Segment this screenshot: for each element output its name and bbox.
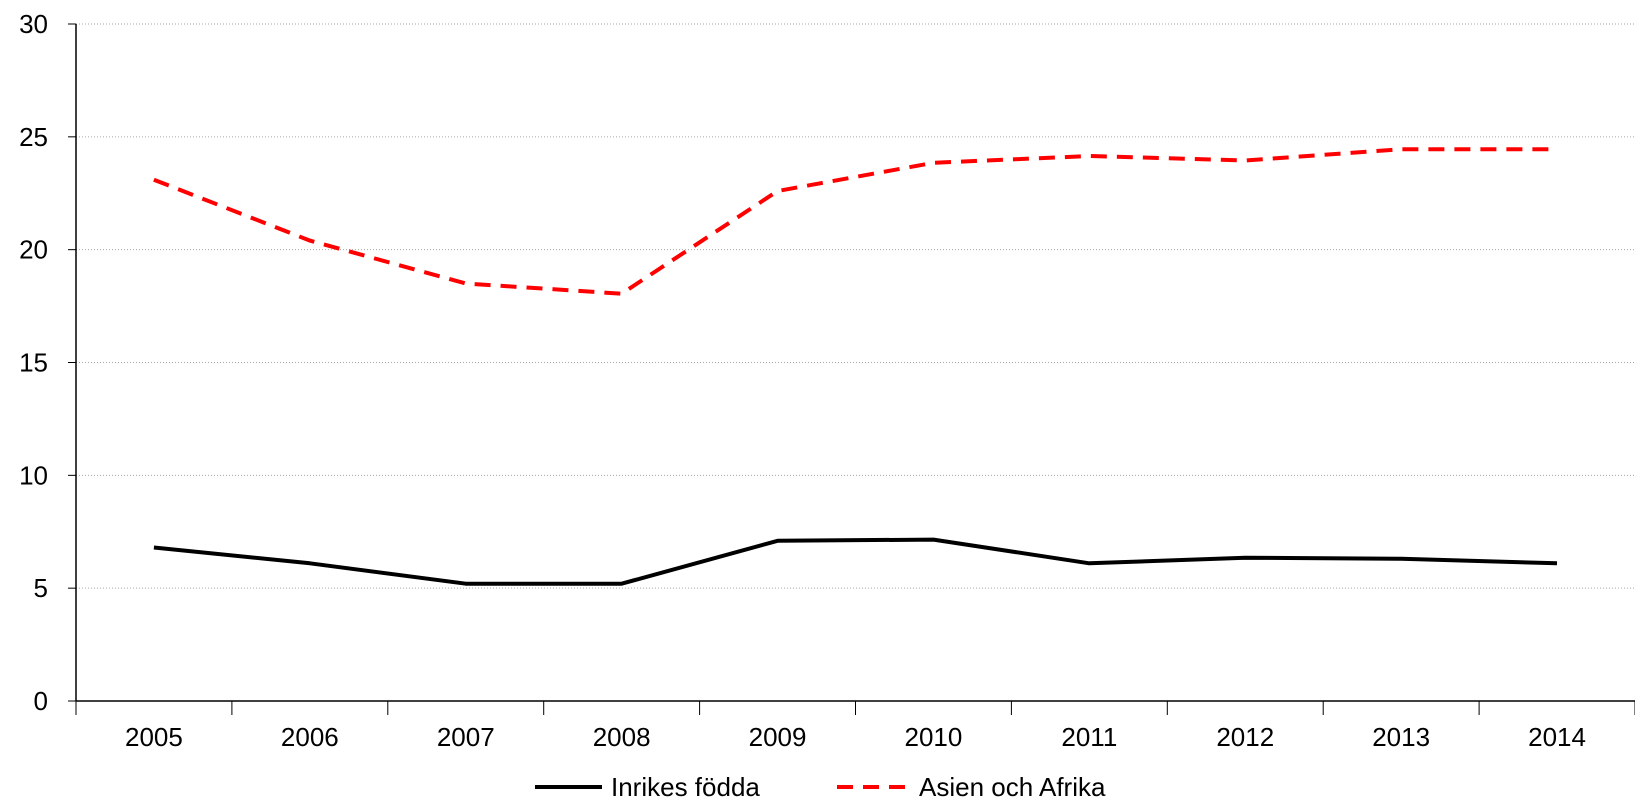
- series-lines: [153, 147, 1558, 586]
- gridlines: [76, 23, 1635, 589]
- x-tick-label: 2011: [1061, 722, 1117, 752]
- x-tick-label: 2012: [1216, 722, 1274, 752]
- x-tick-label: 2006: [281, 722, 339, 752]
- y-tick-label: 25: [19, 122, 48, 152]
- y-tick-label: 30: [19, 9, 48, 39]
- y-tick-label: 15: [19, 348, 48, 378]
- y-tick-label: 10: [19, 460, 48, 490]
- x-tick-label: 2009: [749, 722, 807, 752]
- legend-label: Asien och Afrika: [919, 772, 1106, 802]
- y-tick-label: 20: [19, 235, 48, 265]
- x-tick-label: 2005: [125, 722, 183, 752]
- legend: Inrikes födda Asien och Afrika: [535, 772, 1106, 802]
- y-tick-label: 0: [34, 686, 48, 716]
- legend-label: Inrikes födda: [611, 772, 760, 802]
- x-tick-label: 2007: [437, 722, 495, 752]
- x-tick-label: 2008: [593, 722, 651, 752]
- axes: 0 5 10 15 20 25 30 2005 2006 2007 2008 2009 2010 2011…: [19, 9, 1635, 752]
- x-tick-label: 2013: [1372, 722, 1430, 752]
- x-tick-label: 2010: [905, 722, 963, 752]
- x-tick-label: 2014: [1528, 722, 1586, 752]
- series-line-asien-och-afrika: [153, 147, 1557, 296]
- series-line-inrikes-fodda: [153, 537, 1558, 586]
- y-tick-label: 5: [34, 573, 48, 603]
